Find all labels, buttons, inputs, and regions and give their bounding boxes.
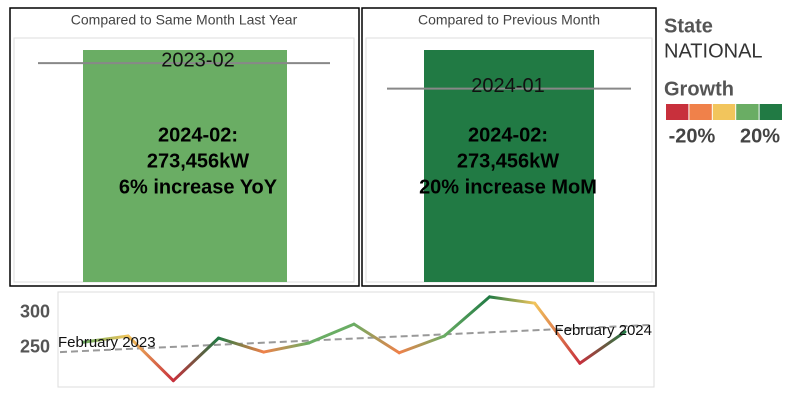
y-tick-label: 250 (20, 337, 50, 357)
bar-annotation: 2024-02: (468, 124, 548, 146)
legend-swatch (736, 104, 759, 120)
reference-label: 2024-01 (471, 75, 544, 97)
legend-swatch (759, 104, 782, 120)
bar (83, 49, 287, 282)
line-segment (442, 295, 491, 338)
panel-frame (361, 7, 657, 287)
x-label: February 2023 (58, 334, 156, 351)
panel-title: Compared to Same Month Last Year (71, 12, 298, 28)
bar-annotation: 20% increase MoM (419, 176, 597, 198)
bar-annotation: 273,456kW (457, 150, 559, 172)
line-segment (217, 336, 266, 354)
line-segment (307, 322, 356, 345)
legend-label: -20% (669, 125, 716, 147)
bar-annotation: 2024-02: (158, 124, 238, 146)
pane (57, 291, 655, 388)
line-segment (81, 334, 130, 344)
line-segment (171, 336, 220, 383)
legend-swatch (712, 104, 736, 120)
legend-title: State (664, 15, 713, 37)
legend-title: Growth (664, 78, 734, 100)
y-tick-label: 300 (20, 302, 50, 322)
line-segment (352, 322, 401, 355)
bar-annotation: 6% increase YoY (119, 176, 278, 198)
line-segment (488, 295, 537, 305)
reference-label: 2023-02 (161, 49, 234, 71)
line-segment (578, 330, 627, 365)
panel-frame (9, 7, 360, 287)
legend-swatch (689, 104, 712, 120)
legend-value: NATIONAL (664, 40, 763, 62)
legend-label: 20% (740, 125, 780, 147)
x-label: February 2024 (554, 322, 652, 339)
line-segment (126, 334, 175, 383)
bar-annotation: 273,456kW (147, 150, 249, 172)
line-segment (533, 301, 582, 365)
line-segment (262, 341, 311, 354)
line-segment (397, 334, 446, 355)
panel-title: Compared to Previous Month (418, 12, 600, 28)
legend-swatch (666, 104, 689, 120)
